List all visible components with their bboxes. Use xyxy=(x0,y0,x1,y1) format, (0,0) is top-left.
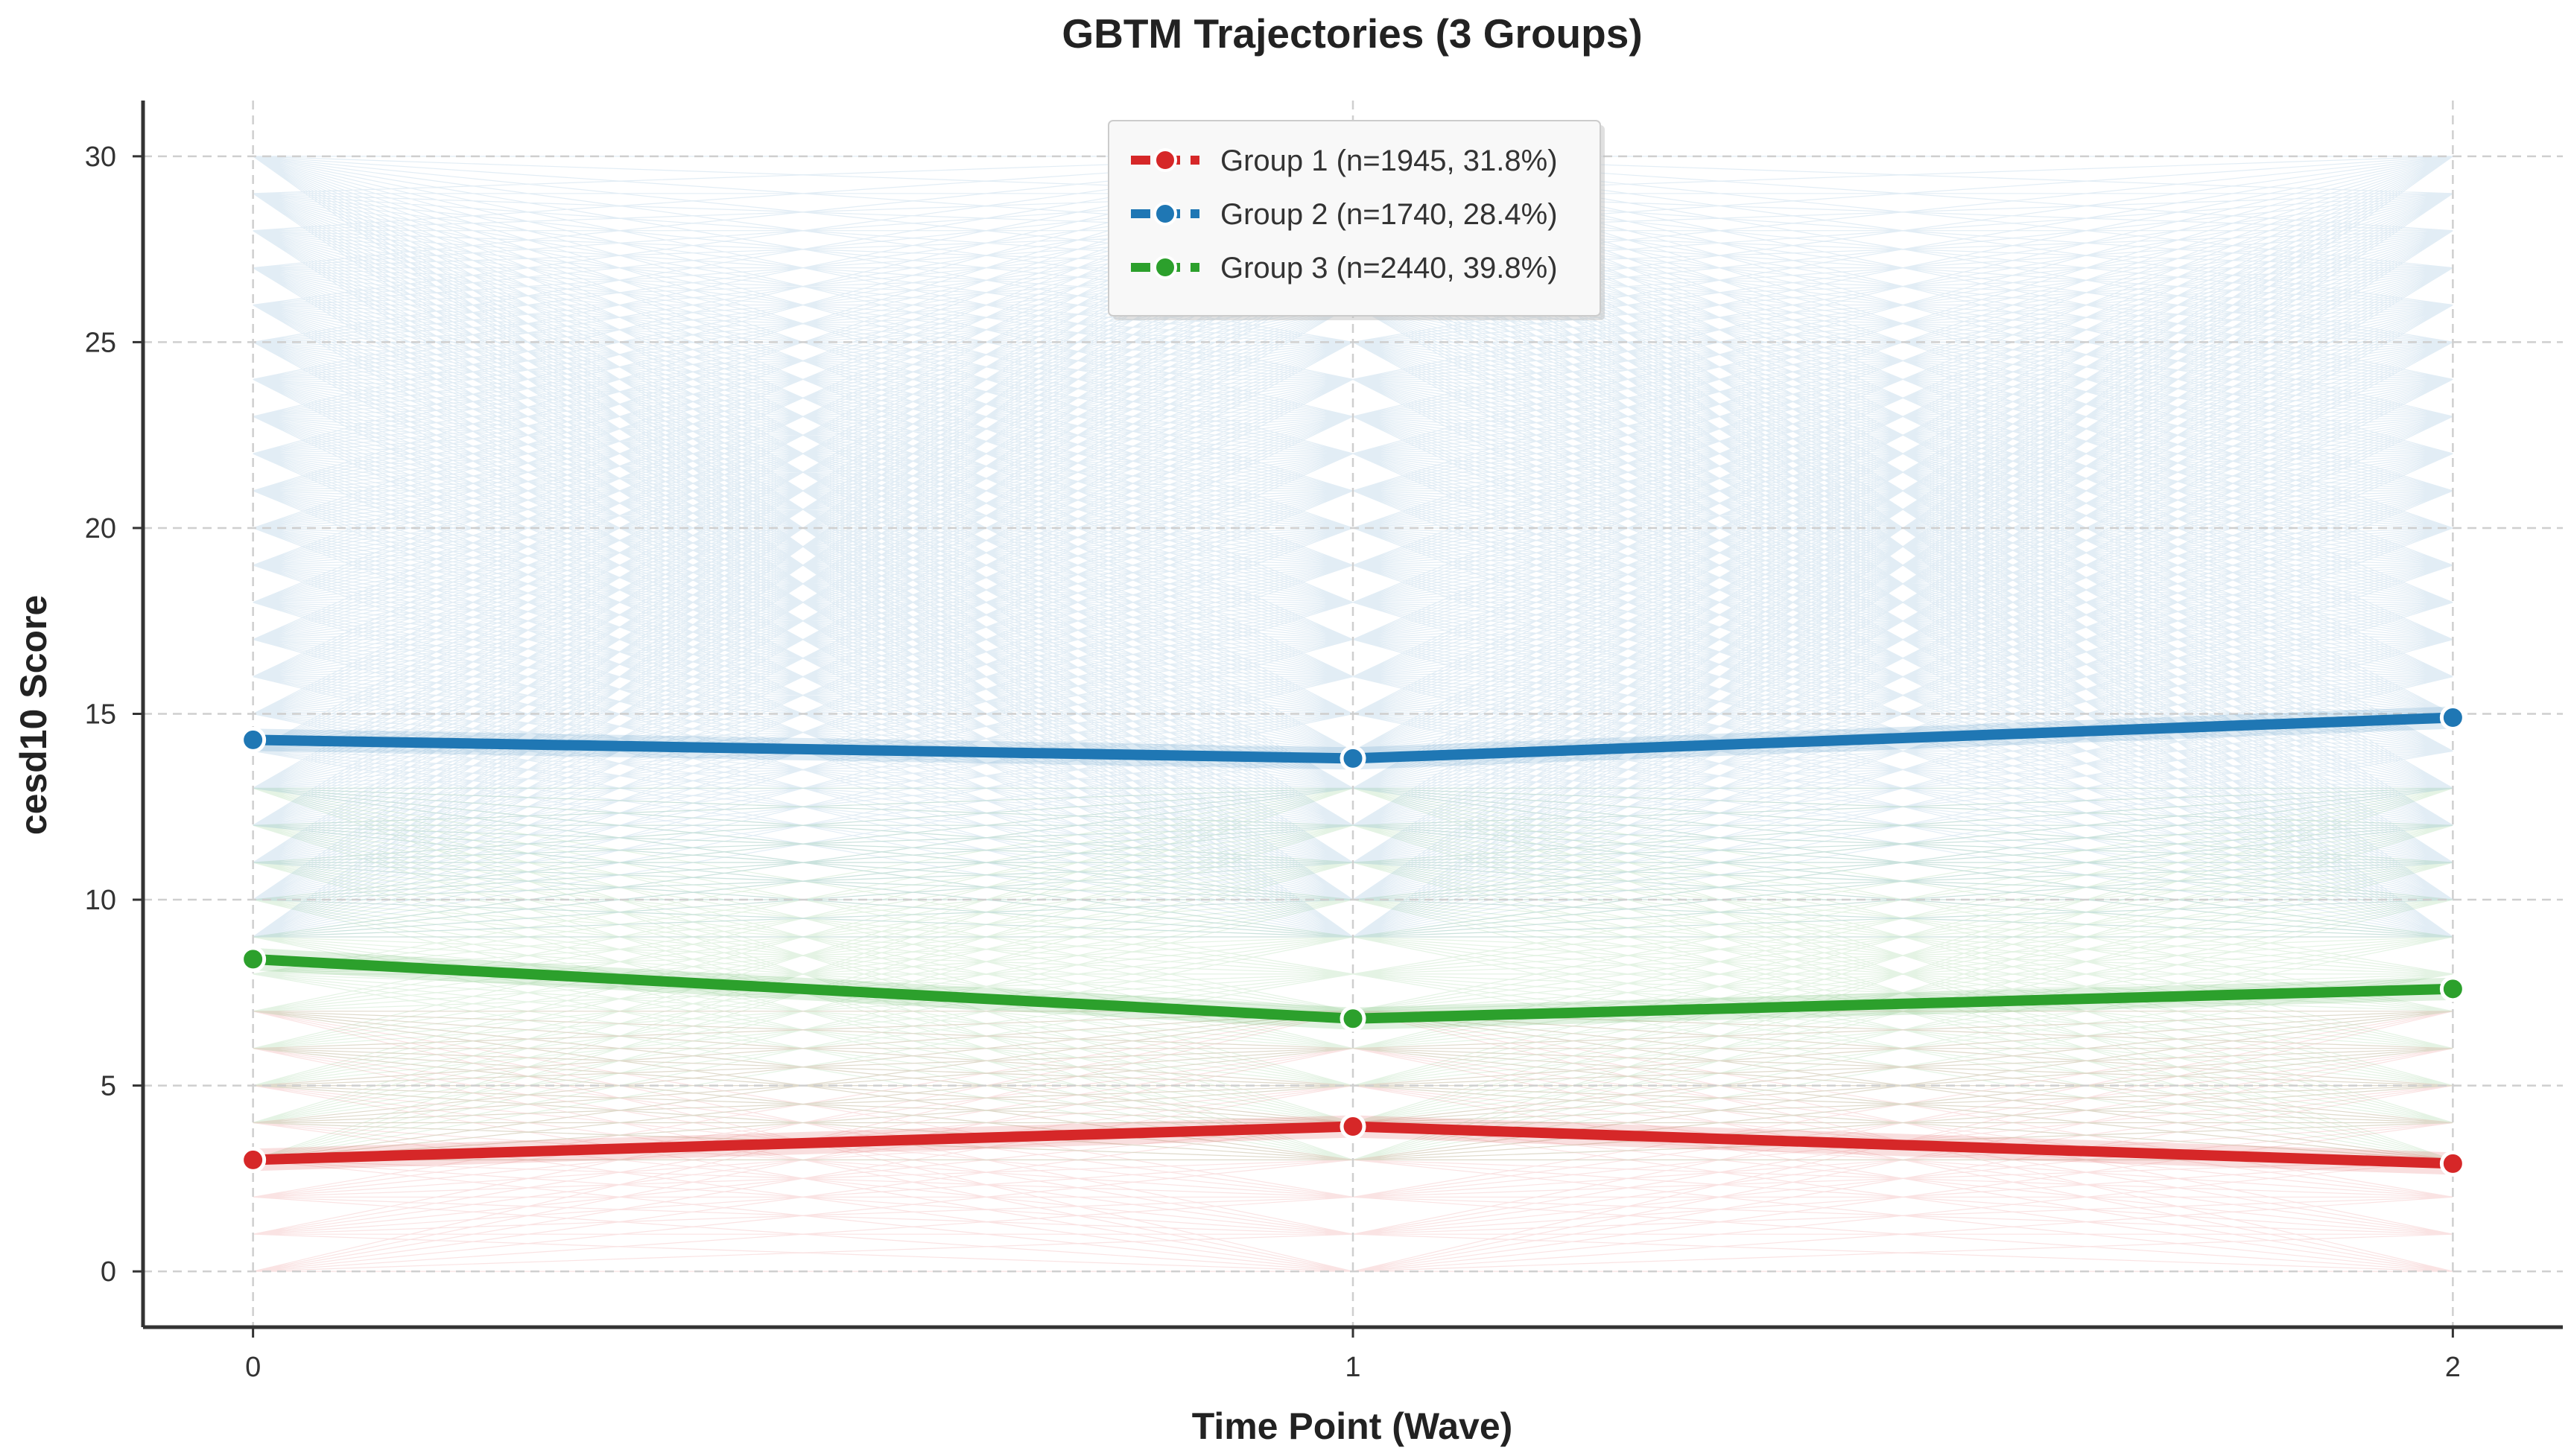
x-axis-label: Time Point (Wave) xyxy=(1192,1405,1513,1447)
legend-label: Group 3 (n=2440, 39.8%) xyxy=(1220,252,1558,284)
legend-label: Group 1 (n=1945, 31.8%) xyxy=(1220,144,1558,177)
y-tick-label: 20 xyxy=(85,513,116,544)
data-point-group-3 xyxy=(2439,976,2466,1002)
legend-label: Group 2 (n=1740, 28.4%) xyxy=(1220,198,1558,231)
legend-swatch-marker xyxy=(1153,202,1177,226)
x-tick-label: 1 xyxy=(1345,1352,1360,1383)
legend-swatch-marker xyxy=(1153,255,1177,279)
y-tick-label: 5 xyxy=(101,1071,116,1102)
data-point-group-1 xyxy=(240,1146,267,1173)
x-tick-label: 0 xyxy=(245,1352,261,1383)
x-tick-label: 2 xyxy=(2445,1352,2461,1383)
data-point-group-3 xyxy=(1340,1005,1366,1032)
y-tick-label: 10 xyxy=(85,885,116,916)
data-point-group-2 xyxy=(2439,704,2466,731)
data-point-group-3 xyxy=(240,946,267,973)
y-tick-label: 30 xyxy=(85,142,116,173)
legend-box xyxy=(1108,120,1601,317)
chart-title: GBTM Trajectories (3 Groups) xyxy=(1062,10,1642,57)
data-point-group-2 xyxy=(1340,745,1366,772)
tick-labels: 0 5 10 15 20 25 30 0 1 2 xyxy=(85,142,2461,1383)
y-tick-label: 0 xyxy=(101,1256,116,1288)
data-point-group-1 xyxy=(2439,1150,2466,1177)
legend-swatch-marker xyxy=(1153,148,1177,172)
data-point-group-1 xyxy=(1340,1113,1366,1139)
data-point-group-2 xyxy=(240,726,267,753)
y-tick-label: 15 xyxy=(85,699,116,731)
series-points xyxy=(240,704,2466,1177)
grid-lines xyxy=(143,101,2563,1327)
y-tick-label: 25 xyxy=(85,327,116,358)
y-axis-label: cesd10 Score xyxy=(13,595,54,835)
legend: Group 1 (n=1945, 31.8%) Group 2 (n=1740, … xyxy=(1108,120,1605,320)
